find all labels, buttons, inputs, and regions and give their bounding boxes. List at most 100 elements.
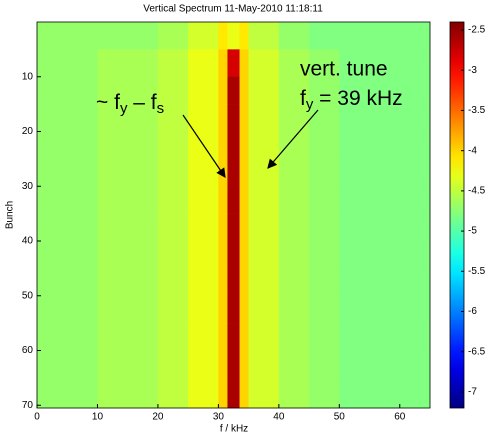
heatmap-cell — [309, 213, 340, 242]
heatmap-cell — [188, 268, 219, 297]
heatmap-cell — [278, 241, 310, 269]
heatmap-cell — [157, 241, 189, 269]
heatmap-cell — [309, 241, 340, 269]
heatmap-cell — [239, 295, 249, 324]
heatmap-cell — [67, 49, 98, 78]
heatmap-cell — [339, 76, 370, 105]
annotation-text: – f — [127, 91, 156, 114]
heatmap-cell — [97, 213, 128, 242]
heatmap-cell — [37, 295, 68, 324]
heatmap-cell — [97, 350, 128, 379]
heatmap-cell — [248, 350, 280, 379]
heatmap-cell — [227, 323, 240, 351]
heatmap-cell — [309, 104, 340, 132]
heatmap-cell — [37, 241, 68, 269]
annotation-text: ~ f — [96, 91, 120, 114]
heatmap-cell — [239, 377, 249, 409]
heatmap-cell — [248, 268, 280, 297]
heatmap-cell — [67, 22, 98, 50]
heatmap-cell — [188, 104, 219, 132]
heatmap-cell — [127, 158, 159, 187]
heatmap-cell — [227, 49, 240, 78]
heatmap-cell — [278, 49, 310, 78]
heatmap-cell — [67, 323, 98, 351]
heatmap-cell — [278, 104, 310, 132]
heatmap-cell — [97, 186, 128, 214]
heatmap-cell — [127, 104, 159, 132]
colorbar-tick-label: -2.5 — [468, 25, 486, 36]
heatmap-cell — [67, 104, 98, 132]
heatmap-cell — [227, 377, 240, 409]
heatmap-cell — [278, 22, 310, 50]
heatmap-cell — [239, 323, 249, 351]
heatmap-cell — [399, 323, 431, 351]
heatmap-cell — [127, 350, 159, 379]
heatmap-cell — [309, 350, 340, 379]
heatmap-cell — [188, 158, 219, 187]
heatmap-cell — [67, 213, 98, 242]
heatmap-cell — [97, 49, 128, 78]
heatmap-cell — [218, 213, 228, 242]
x-tick-label: 50 — [334, 412, 346, 423]
heatmap-cell — [239, 241, 249, 269]
heatmap-cell — [239, 158, 249, 187]
heatmap-cell — [278, 377, 310, 409]
heatmap-cell — [369, 49, 401, 78]
heatmap-cell — [218, 131, 228, 160]
heatmap-cell — [248, 49, 280, 78]
heatmap-cell — [339, 158, 370, 187]
heatmap-cell — [369, 76, 401, 105]
colorbar-tick-label: -6.5 — [468, 346, 486, 357]
heatmap-cell — [248, 104, 280, 132]
heatmap-cell — [399, 377, 431, 409]
heatmap-cell — [239, 104, 249, 132]
heatmap-cell — [37, 49, 68, 78]
heatmap-cell — [369, 104, 401, 132]
colorbar-tick-label: -7 — [468, 387, 477, 398]
heatmap-cell — [248, 186, 280, 214]
heatmap-cell — [127, 186, 159, 214]
heatmap-cell — [97, 104, 128, 132]
heatmap-cell — [227, 158, 240, 187]
heatmap-cell — [218, 377, 228, 409]
heatmap-cell — [188, 22, 219, 50]
colorbar-tick-label: -6 — [468, 306, 477, 317]
chart-title: Vertical Spectrum 11-May-2010 11:18:11 — [143, 4, 323, 15]
heatmap-cell — [157, 22, 189, 50]
heatmap-cell — [309, 158, 340, 187]
annotation-text: y — [306, 96, 314, 113]
heatmap-cell — [227, 104, 240, 132]
heatmap-cell — [278, 213, 310, 242]
heatmap-cell — [227, 131, 240, 160]
heatmap-cell — [188, 323, 219, 351]
heatmap-cell — [369, 377, 401, 409]
heatmap-cell — [157, 377, 189, 409]
x-tick-label: 60 — [394, 412, 406, 423]
heatmap-cell — [369, 22, 401, 50]
heatmap-cell — [248, 377, 280, 409]
heatmap-cell — [157, 131, 189, 160]
heatmap-cell — [218, 22, 228, 50]
arrow — [182, 114, 226, 178]
heatmap-cell — [309, 131, 340, 160]
x-tick-label: 30 — [213, 412, 225, 423]
heatmap-cell — [339, 104, 370, 132]
y-tick-label: 70 — [22, 400, 34, 411]
heatmap-cell — [37, 104, 68, 132]
colorbar-tick-label: -5 — [468, 226, 477, 237]
heatmap-cell — [188, 241, 219, 269]
heatmap-cell — [227, 295, 240, 324]
heatmap-cell — [157, 323, 189, 351]
heatmap-cell — [227, 213, 240, 242]
heatmap-cell — [157, 104, 189, 132]
annotation-text: y — [120, 100, 128, 117]
heatmap-cell — [37, 186, 68, 214]
heatmap-cell — [218, 241, 228, 269]
heatmap-cell — [37, 213, 68, 242]
heatmap-cell — [67, 158, 98, 187]
heatmap-cell — [339, 350, 370, 379]
heatmap-cell — [369, 268, 401, 297]
heatmap-cell — [218, 350, 228, 379]
y-tick-label: 40 — [22, 236, 34, 247]
x-tick-label: 20 — [152, 412, 164, 423]
